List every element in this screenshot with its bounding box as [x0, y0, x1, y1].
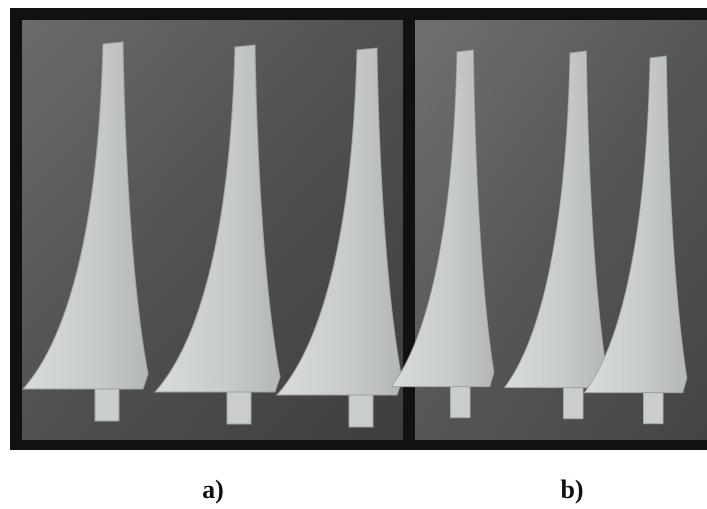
- panel-label: b): [560, 475, 583, 504]
- panel-label: a): [202, 475, 224, 504]
